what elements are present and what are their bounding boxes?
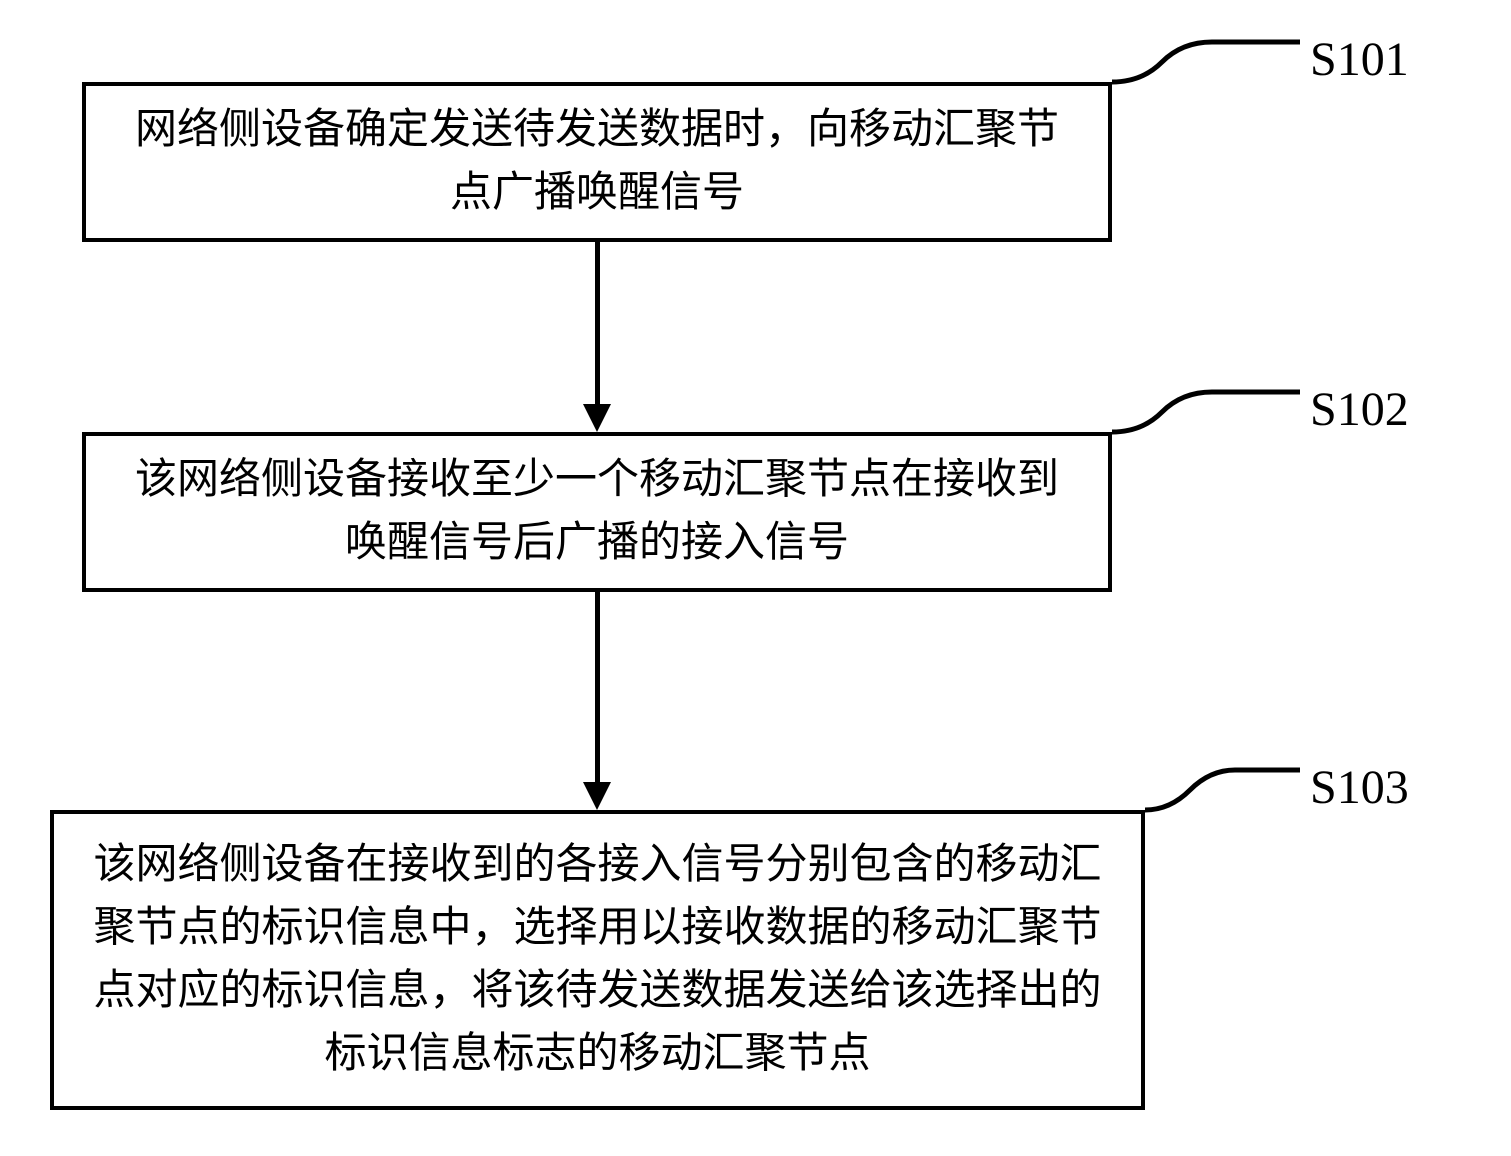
node-text: 该网络侧设备在接收到的各接入信号分别包含的移动汇聚节点的标识信息中，选择用以接收…	[84, 834, 1111, 1086]
flowchart-node-s103: 该网络侧设备在接收到的各接入信号分别包含的移动汇聚节点的标识信息中，选择用以接收…	[50, 810, 1145, 1110]
flowchart-container: 网络侧设备确定发送待发送数据时，向移动汇聚节点广播唤醒信号 S101 该网络侧设…	[0, 0, 1511, 1156]
node-text: 网络侧设备确定发送待发送数据时，向移动汇聚节点广播唤醒信号	[116, 99, 1078, 225]
flowchart-node-s101: 网络侧设备确定发送待发送数据时，向移动汇聚节点广播唤醒信号	[82, 82, 1112, 242]
node-label-s101: S101	[1310, 32, 1409, 87]
arrow-line-2	[595, 592, 600, 782]
arrow-head-1	[583, 404, 611, 432]
arrow-line-1	[595, 242, 600, 404]
label-connector-s101	[1112, 32, 1310, 92]
node-text: 该网络侧设备接收至少一个移动汇聚节点在接收到唤醒信号后广播的接入信号	[116, 449, 1078, 575]
node-label-s102: S102	[1310, 382, 1409, 437]
node-label-s103: S103	[1310, 760, 1409, 815]
label-connector-s102	[1112, 382, 1310, 442]
flowchart-node-s102: 该网络侧设备接收至少一个移动汇聚节点在接收到唤醒信号后广播的接入信号	[82, 432, 1112, 592]
arrow-head-2	[583, 782, 611, 810]
label-connector-s103	[1145, 760, 1310, 820]
